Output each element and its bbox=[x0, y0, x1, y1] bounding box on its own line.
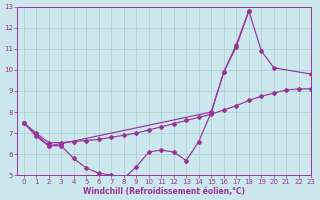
X-axis label: Windchill (Refroidissement éolien,°C): Windchill (Refroidissement éolien,°C) bbox=[84, 187, 245, 196]
